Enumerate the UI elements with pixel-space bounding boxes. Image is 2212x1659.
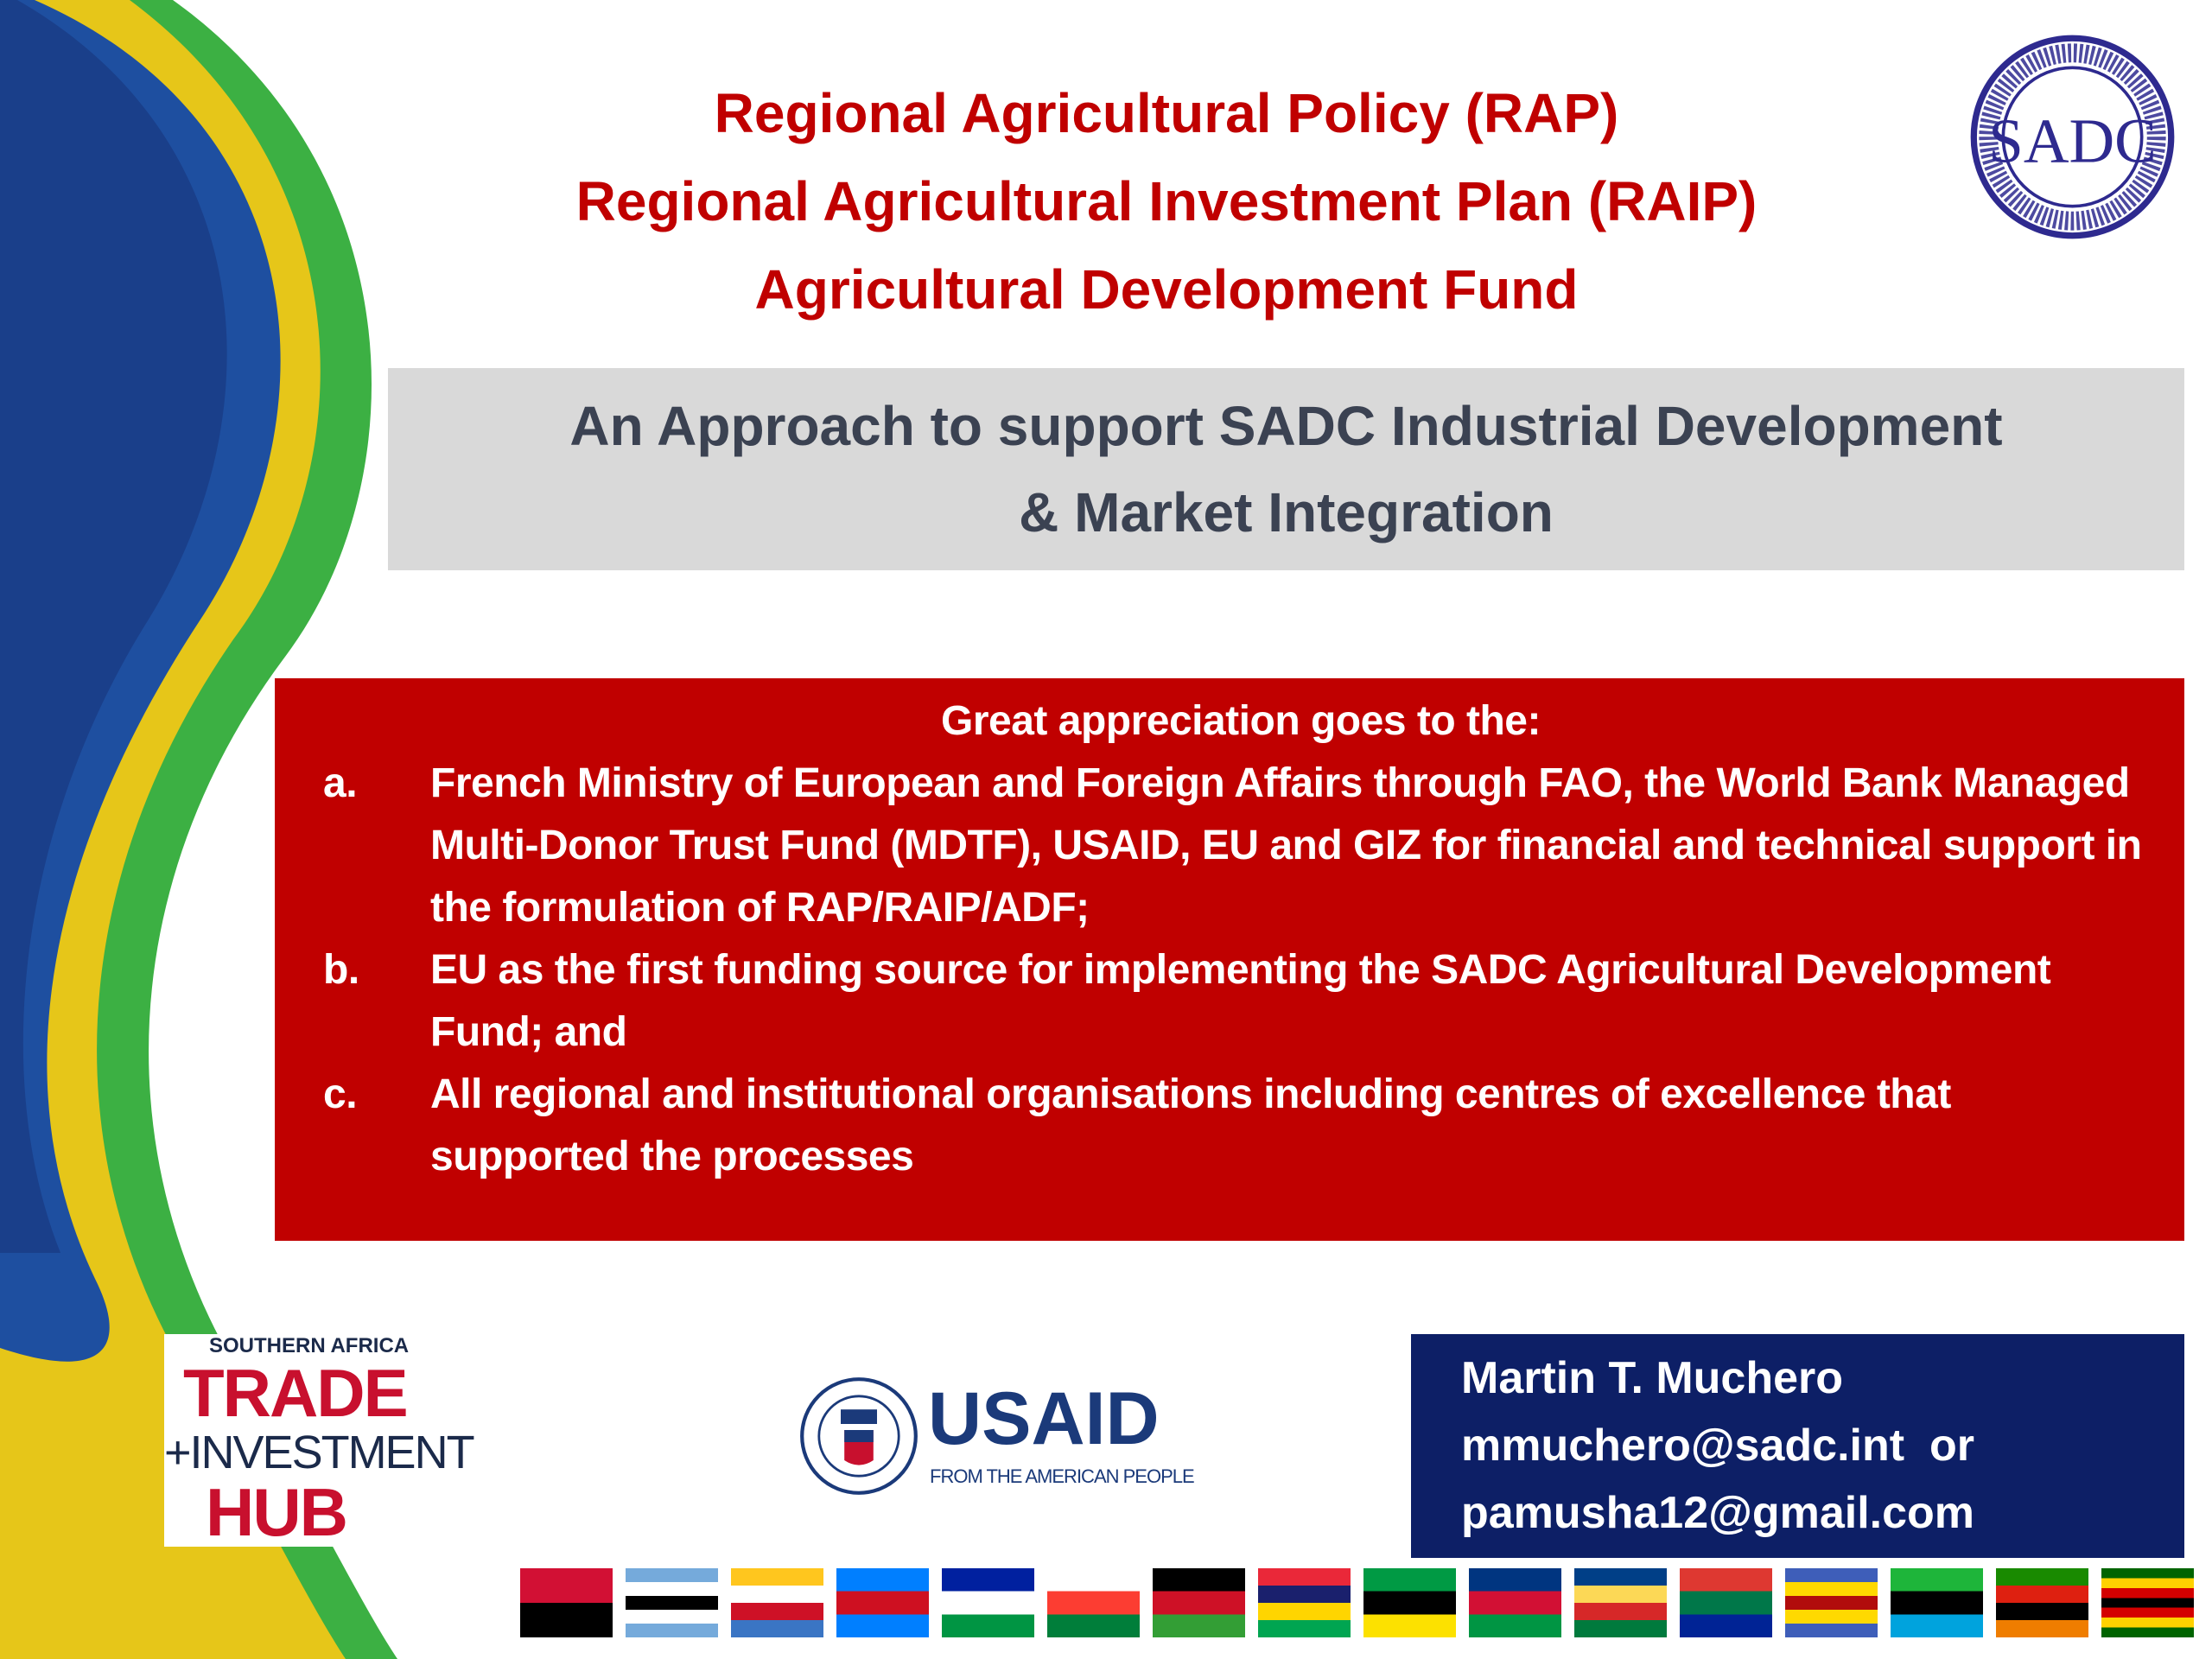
flag-seychelles (1574, 1568, 1667, 1637)
title-line-1: Regional Agricultural Policy (RAP) (714, 82, 1619, 144)
item-label: b. (323, 947, 359, 993)
flag-angola (520, 1568, 613, 1637)
item-label: c. (323, 1071, 358, 1117)
flag-zambia (1996, 1568, 2088, 1637)
flag-malawi (1153, 1568, 1245, 1637)
subtitle-box: An Approach to support SADC Industrial D… (388, 368, 2184, 570)
flag-tanzania (1891, 1568, 1983, 1637)
trade-hub-logo: SOUTHERN AFRICA TRADE +INVESTMENT HUB (164, 1334, 563, 1547)
contact-box: Martin T. Muchero mmuchero@sadc.int or p… (1411, 1334, 2184, 1558)
contact-email-2[interactable]: pamusha12@gmail.com (1461, 1488, 1975, 1538)
trade-hub-line3: +INVESTMENT (164, 1427, 475, 1478)
contact-name: Martin T. Muchero (1461, 1353, 1844, 1403)
flag-namibia (1469, 1568, 1561, 1637)
usaid-logo: USAID FROM THE AMERICAN PEOPLE (798, 1376, 1213, 1501)
acknowledgement-box: Great appreciation goes to the: a. Frenc… (275, 678, 2184, 1241)
usaid-tagline: FROM THE AMERICAN PEOPLE (930, 1465, 1195, 1487)
decorative-swoosh (0, 0, 397, 1659)
list-item: a. French Ministry of European and Forei… (323, 753, 2158, 939)
contact-email-1[interactable]: mmuchero@sadc.int or (1461, 1421, 1974, 1471)
sadc-member-flags (520, 1568, 2194, 1637)
sadc-logo: SADC (1970, 35, 2175, 239)
flag-madagascar (1047, 1568, 1140, 1637)
title-line-2: Regional Agricultural Investment Plan (R… (575, 170, 1758, 232)
usaid-name: USAID (928, 1377, 1160, 1460)
flag-eswatini (1785, 1568, 1878, 1637)
item-text: All regional and institutional organisat… (430, 1071, 1951, 1179)
flag-dr-congo (836, 1568, 929, 1637)
flag-mauritius (1258, 1568, 1351, 1637)
flag-botswana (626, 1568, 718, 1637)
trade-hub-line2: TRADE (183, 1355, 409, 1431)
flag-south-africa (1680, 1568, 1772, 1637)
flag-lesotho (942, 1568, 1034, 1637)
slide-title: Regional Agricultural Policy (RAP) Regio… (380, 69, 1953, 334)
acknowledgement-heading: Great appreciation goes to the: (941, 698, 1541, 744)
list-item: c. All regional and institutional organi… (323, 1064, 2158, 1188)
subtitle-line-1: An Approach to support SADC Industrial D… (569, 395, 2003, 457)
trade-hub-line4: HUB (206, 1474, 348, 1550)
flag-mozambique (1363, 1568, 1456, 1637)
list-item: b. EU as the first funding source for im… (323, 939, 2158, 1064)
flag-comoros (731, 1568, 823, 1637)
usaid-seal-icon (800, 1377, 918, 1495)
item-label: a. (323, 760, 358, 806)
item-text: French Ministry of European and Foreign … (430, 760, 2142, 931)
trade-hub-line1: SOUTHERN AFRICA (209, 1334, 410, 1357)
sadc-logo-text: SADC (1988, 106, 2156, 176)
flag-zimbabwe (2101, 1568, 2194, 1637)
item-text: EU as the first funding source for imple… (430, 947, 2051, 1055)
subtitle-line-2: & Market Integration (1019, 481, 1554, 543)
title-line-3: Agricultural Development Fund (754, 258, 1579, 321)
